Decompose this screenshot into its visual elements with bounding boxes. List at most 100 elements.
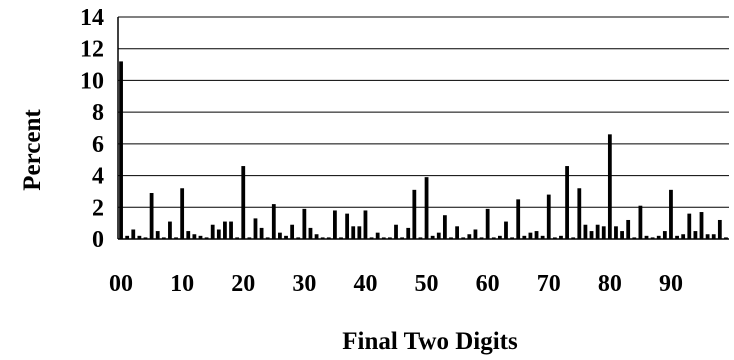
x-tick-label: 70 <box>537 271 561 297</box>
bar-51 <box>430 235 435 239</box>
bar-29 <box>296 237 301 239</box>
bar-52 <box>436 232 441 239</box>
bar-10 <box>180 188 185 239</box>
bar-19 <box>235 237 240 239</box>
x-tick-label: 10 <box>170 271 194 297</box>
bar-26 <box>278 232 282 239</box>
bar-75 <box>577 188 582 239</box>
bar-20 <box>241 166 246 239</box>
bar-16 <box>216 229 221 239</box>
y-tick-label: 0 <box>92 227 104 253</box>
x-tick-label: 80 <box>598 271 622 297</box>
bar-14 <box>204 237 209 239</box>
bar-54 <box>449 237 453 239</box>
bar-82 <box>620 231 624 239</box>
bar-06 <box>155 231 160 239</box>
bar-41 <box>369 237 374 239</box>
bar-57 <box>467 234 472 239</box>
bar-05 <box>149 193 154 239</box>
bar-47 <box>406 227 411 239</box>
bar-79 <box>601 226 606 239</box>
bar-59 <box>479 237 484 239</box>
bar-22 <box>253 218 258 239</box>
bar-34 <box>326 237 331 239</box>
x-tick-labels: 00 10 20 30 40 50 60 70 80 90 <box>109 271 683 297</box>
bar-86 <box>644 235 649 239</box>
bar-31 <box>308 227 313 239</box>
x-axis-title: Final Two Digits <box>342 328 518 355</box>
bar-18 <box>229 221 233 239</box>
y-tick-label: 10 <box>80 68 104 94</box>
bar-37 <box>345 213 350 239</box>
bar-39 <box>357 226 362 239</box>
bar-15 <box>210 224 215 239</box>
bar-07 <box>161 237 166 239</box>
bar-49 <box>418 237 423 239</box>
y-tick-label: 6 <box>92 132 104 158</box>
bar-00 <box>119 61 123 240</box>
bar-81 <box>614 226 618 239</box>
bar-99 <box>724 237 728 239</box>
bar-91 <box>675 235 679 239</box>
x-tick-label: 50 <box>415 271 439 297</box>
bar-21 <box>247 237 252 239</box>
bar-09 <box>174 237 178 239</box>
bar-32 <box>314 234 319 239</box>
bar-80 <box>607 134 612 239</box>
bar-85 <box>638 205 643 239</box>
x-tick-label: 40 <box>353 271 377 297</box>
bar-74 <box>571 237 576 239</box>
y-axis-title: Percent <box>19 109 46 191</box>
bar-66 <box>522 235 527 239</box>
bar-61 <box>491 237 496 239</box>
x-tick-label: 20 <box>231 271 255 297</box>
bar-77 <box>589 231 594 239</box>
bar-95 <box>699 212 704 239</box>
bars <box>119 61 728 240</box>
bar-12 <box>192 234 197 239</box>
bar-88 <box>656 235 661 239</box>
x-tick-label: 30 <box>292 271 316 297</box>
y-tick-labels: 0 2 4 6 8 10 12 14 <box>80 5 104 253</box>
y-tick-label: 14 <box>80 5 104 31</box>
bar-30 <box>302 208 307 239</box>
bar-28 <box>290 224 295 239</box>
bar-40 <box>363 210 368 239</box>
bar-68 <box>534 231 539 239</box>
bar-83 <box>626 219 631 239</box>
bar-53 <box>442 215 447 239</box>
bar-73 <box>565 166 569 239</box>
bar-78 <box>595 224 600 239</box>
y-tick-label: 12 <box>80 37 104 63</box>
bar-93 <box>687 213 692 239</box>
bar-42 <box>375 232 380 239</box>
bar-65 <box>516 199 521 239</box>
gridlines <box>118 16 729 208</box>
bar-87 <box>650 237 655 239</box>
bar-23 <box>259 227 264 239</box>
bar-38 <box>351 226 356 239</box>
bar-25 <box>271 204 276 239</box>
bar-72 <box>559 235 563 239</box>
bar-56 <box>461 237 466 239</box>
bar-46 <box>400 237 405 239</box>
bar-55 <box>455 226 459 239</box>
y-tick-label: 4 <box>92 164 104 190</box>
bar-62 <box>497 235 502 239</box>
bar-44 <box>388 237 392 239</box>
bar-76 <box>583 224 588 239</box>
bar-08 <box>168 221 172 239</box>
bar-13 <box>198 235 203 239</box>
y-tick-label: 8 <box>92 100 104 126</box>
bar-48 <box>412 189 417 239</box>
bar-63 <box>504 221 508 239</box>
bar-94 <box>693 231 698 239</box>
bar-04 <box>143 237 148 239</box>
bar-33 <box>320 237 325 239</box>
bar-92 <box>681 234 686 239</box>
x-tick-label: 00 <box>109 271 133 297</box>
x-tick-label: 60 <box>476 271 500 297</box>
y-tick-label: 2 <box>92 195 104 221</box>
bar-24 <box>265 237 270 239</box>
